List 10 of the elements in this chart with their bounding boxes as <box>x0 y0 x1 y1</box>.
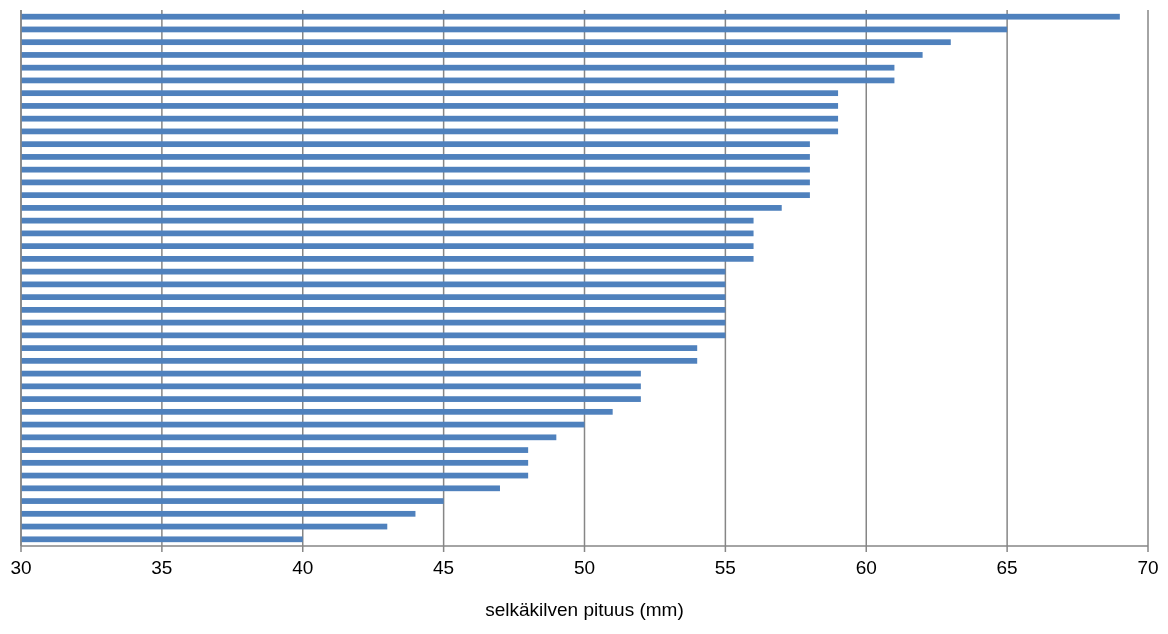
x-axis-title: selkäkilven pituus (mm) <box>485 599 684 620</box>
x-tick-label: 70 <box>1137 557 1159 578</box>
x-tick-label: 40 <box>292 557 314 578</box>
x-tick-label: 30 <box>10 557 32 578</box>
x-tick-label: 60 <box>855 557 877 578</box>
x-tick-label: 35 <box>151 557 173 578</box>
x-tick-label: 45 <box>433 557 455 578</box>
x-tick-label: 65 <box>996 557 1018 578</box>
x-tick-label: 50 <box>573 557 596 578</box>
x-tick-label: 55 <box>714 557 736 578</box>
